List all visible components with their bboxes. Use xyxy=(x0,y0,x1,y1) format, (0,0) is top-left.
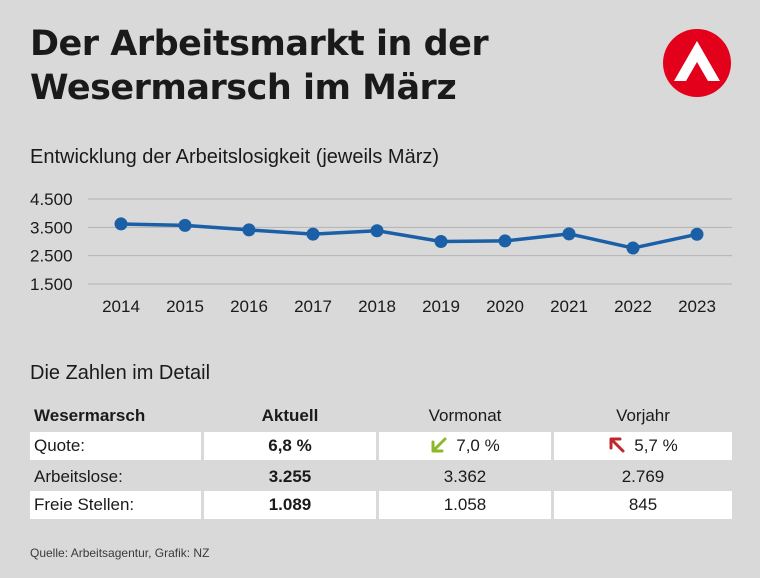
arrow-up-left-icon xyxy=(609,437,625,453)
arrow-down-left-icon xyxy=(431,437,447,453)
data-point xyxy=(178,218,192,232)
x-tick-label: 2014 xyxy=(102,297,140,316)
value-aktuell: 6,8 % xyxy=(204,432,376,460)
table-row-freie-stellen: Freie Stellen: 1.089 1.058 845 xyxy=(30,491,732,519)
data-point xyxy=(434,235,448,248)
bundesagentur-logo-icon xyxy=(663,29,731,97)
source-note: Quelle: Arbeitsagentur, Grafik: NZ xyxy=(30,546,210,560)
data-point xyxy=(562,227,576,241)
data-point xyxy=(626,241,640,255)
data-point xyxy=(114,217,128,231)
line-chart: 1.500 2.500 3.500 4.500 2014 2015 2016 2017 2018… xyxy=(30,190,732,316)
title-line-1: Der Arbeitsmarkt in der xyxy=(30,24,489,64)
x-tick-label: 2020 xyxy=(486,297,524,316)
header-aktuell: Aktuell xyxy=(261,406,319,425)
value-vormonat-cell: 7,0 % xyxy=(379,432,551,460)
x-tick-label: 2021 xyxy=(550,297,588,316)
value-vorjahr-cell: 5,7 % xyxy=(554,432,732,460)
row-label: Freie Stellen: xyxy=(30,491,201,519)
title-line-2: Wesermarsch im März xyxy=(30,68,457,108)
data-point xyxy=(370,224,384,238)
y-tick-label: 2.500 xyxy=(30,247,73,266)
table-row-quote: Quote: 6,8 % 7,0 % 5,7 % xyxy=(30,432,732,460)
table-title: Die Zahlen im Detail xyxy=(30,362,211,384)
value-vorjahr: 2.769 xyxy=(621,467,665,486)
x-tick-label: 2016 xyxy=(230,297,268,316)
value-vorjahr: 5,7 % xyxy=(634,436,678,455)
chart-title: Entwicklung der Arbeitslosigkeit (jeweil… xyxy=(30,146,440,168)
value-vormonat: 7,0 % xyxy=(456,436,500,455)
value-vorjahr: 845 xyxy=(554,491,732,519)
series-line xyxy=(119,222,699,250)
data-point xyxy=(690,227,704,241)
value-vormonat: 3.362 xyxy=(443,467,487,486)
page-title: Der Arbeitsmarkt in der Wesermarsch im M… xyxy=(30,22,489,110)
y-tick-label: 4.500 xyxy=(30,190,73,209)
y-tick-label: 1.500 xyxy=(30,275,73,294)
x-tick-label: 2015 xyxy=(166,297,204,316)
x-tick-label: 2018 xyxy=(358,297,396,316)
x-tick-label: 2017 xyxy=(294,297,332,316)
header-region: Wesermarsch xyxy=(34,406,146,425)
data-point xyxy=(306,227,320,241)
header-vormonat: Vormonat xyxy=(428,406,502,425)
data-point xyxy=(242,223,256,237)
x-tick-label: 2023 xyxy=(678,297,716,316)
data-point xyxy=(498,234,512,248)
x-tick-label: 2022 xyxy=(614,297,652,316)
value-aktuell: 1.089 xyxy=(204,491,376,519)
table-row-arbeitslose: Arbeitslose: 3.255 3.362 2.769 xyxy=(30,463,732,491)
x-tick-label: 2019 xyxy=(422,297,460,316)
header-vorjahr: Vorjahr xyxy=(616,406,670,425)
row-label: Quote: xyxy=(30,432,201,460)
y-tick-label: 3.500 xyxy=(30,218,73,237)
value-vormonat: 1.058 xyxy=(379,491,551,519)
row-label: Arbeitslose: xyxy=(34,467,123,486)
value-aktuell: 3.255 xyxy=(268,467,312,486)
table-header-row: Wesermarsch Aktuell Vormonat Vorjahr xyxy=(30,402,732,430)
